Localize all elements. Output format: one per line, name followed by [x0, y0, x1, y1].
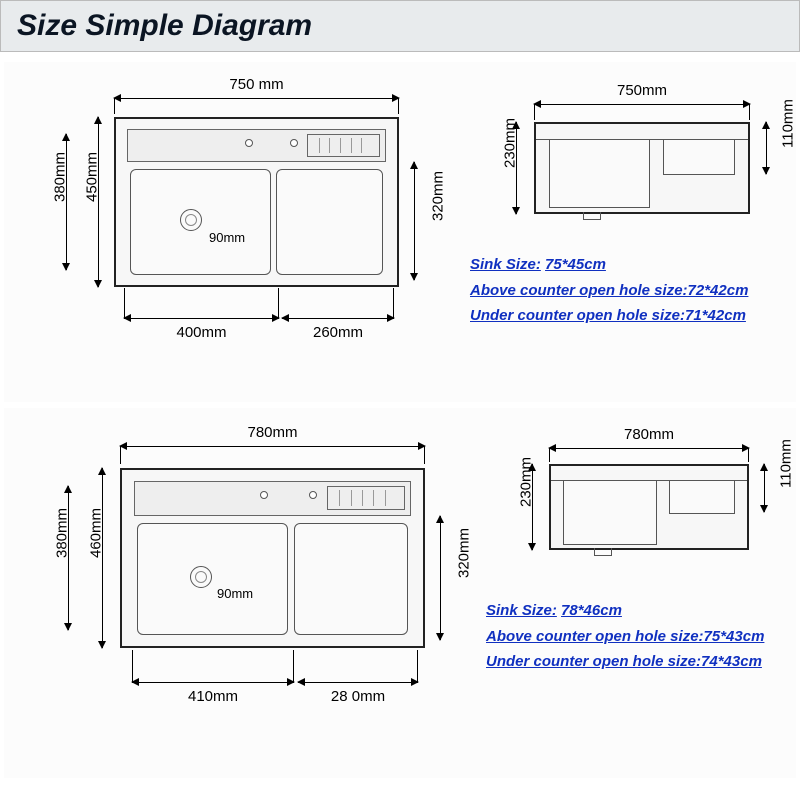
dim-width-top-1: 750 mm [114, 98, 399, 99]
dim-label: 260mm [313, 324, 363, 341]
drain-dim-label: 90mm [217, 586, 253, 601]
dim-width-top-2: 780mm [120, 446, 425, 447]
variant-1-panel: 90mm 750 mm 380mm 450mm 320mm 400mm 260m… [4, 62, 796, 402]
dim-height-outer-2: 380mm [68, 486, 69, 630]
dim-bottom-left-1: 400mm [124, 318, 279, 319]
title-bar: Size Simple Diagram [0, 0, 800, 52]
dim-bottom-right-2: 28 0mm [298, 682, 418, 683]
drain-dim-label: 90mm [209, 230, 245, 245]
dim-label: 750mm [617, 82, 667, 99]
spec-line: Above counter open hole size:72*42cm [470, 278, 800, 304]
spec-value: 72*42cm [688, 282, 749, 299]
dim-bottom-right-1: 260mm [282, 318, 394, 319]
spec-block-1: Sink Size: 75*45cm Above counter open ho… [470, 252, 800, 329]
dim-label: 380mm [54, 508, 71, 558]
dim-height-inner-1: 450mm [98, 117, 99, 287]
drain-stub-icon [594, 548, 612, 556]
dim-label: 110mm [780, 99, 797, 148]
dim-label: 460mm [88, 508, 105, 558]
spec-line: Sink Size: 75*45cm [470, 252, 800, 278]
spec-value: 74*43cm [701, 653, 762, 670]
dim-label: 320mm [456, 528, 473, 578]
spec-line: Sink Size: 78*46cm [486, 598, 800, 624]
dim-label: 28 0mm [331, 688, 385, 705]
dim-label: 780mm [624, 426, 674, 443]
dim-side-width-2: 780mm [549, 448, 749, 449]
spec-value: 78*46cm [561, 602, 622, 619]
sink-top-view-2 [120, 468, 425, 648]
dim-label: 410mm [188, 688, 238, 705]
dim-side-left-2: 230mm [532, 464, 533, 550]
spec-label: Sink Size: [470, 256, 541, 273]
dim-label: 230mm [518, 457, 535, 507]
dim-side-right-1: 110mm [766, 122, 767, 174]
variant-2-panel: 90mm 780mm 380mm 460mm 320mm 410mm 28 0m… [4, 408, 796, 778]
drain-icon [180, 209, 202, 231]
dim-label: 780mm [247, 424, 297, 441]
drainer-slot [327, 486, 405, 511]
dim-label: 320mm [430, 171, 447, 221]
faucet-hole-icon [309, 491, 317, 499]
spec-label: Sink Size: [486, 602, 557, 619]
dim-label: 110mm [778, 439, 795, 488]
page-title: Size Simple Diagram [17, 9, 783, 43]
sink-rim [536, 124, 748, 140]
side-bowl-left [563, 481, 657, 545]
sink-bowl-right [294, 523, 408, 636]
dim-label: 750 mm [229, 76, 283, 93]
drain-stub-icon [583, 212, 601, 220]
sink-bowl-left [137, 523, 288, 636]
spec-label: Under counter open hole size: [486, 653, 701, 670]
sink-bowl-right [276, 169, 383, 275]
dim-height-right-1: 320mm [414, 162, 415, 280]
dim-label: 380mm [52, 152, 69, 202]
spec-value: 71*42cm [685, 307, 746, 324]
spec-value: 75*45cm [545, 256, 606, 273]
dim-label: 450mm [84, 152, 101, 202]
drainer-slot [307, 134, 380, 157]
dim-height-right-2: 320mm [440, 516, 441, 640]
spec-label: Above counter open hole size: [486, 628, 704, 645]
side-bowl-right [663, 140, 735, 175]
spec-line: Under counter open hole size:74*43cm [486, 649, 800, 675]
dim-label: 230mm [502, 118, 519, 168]
dim-side-right-2: 110mm [764, 464, 765, 512]
spec-line: Under counter open hole size:71*42cm [470, 303, 800, 329]
sink-bowl-left [130, 169, 271, 275]
dim-height-outer-1: 380mm [66, 134, 67, 270]
sink-side-view-2 [549, 464, 749, 550]
dim-bottom-left-2: 410mm [132, 682, 294, 683]
spec-value: 75*43cm [704, 628, 765, 645]
spec-block-2: Sink Size: 78*46cm Above counter open ho… [486, 598, 800, 675]
dim-label: 400mm [176, 324, 226, 341]
spec-label: Above counter open hole size: [470, 282, 688, 299]
dim-height-inner-2: 460mm [102, 468, 103, 648]
dim-side-left-1: 230mm [516, 122, 517, 214]
side-bowl-right [669, 481, 736, 514]
sink-rim [551, 466, 747, 481]
sink-side-view-1 [534, 122, 750, 214]
spec-label: Under counter open hole size: [470, 307, 685, 324]
side-bowl-left [549, 140, 651, 209]
sink-top-view-1 [114, 117, 399, 287]
spec-line: Above counter open hole size:75*43cm [486, 624, 800, 650]
drain-icon [190, 566, 212, 588]
dim-side-width-1: 750mm [534, 104, 750, 105]
